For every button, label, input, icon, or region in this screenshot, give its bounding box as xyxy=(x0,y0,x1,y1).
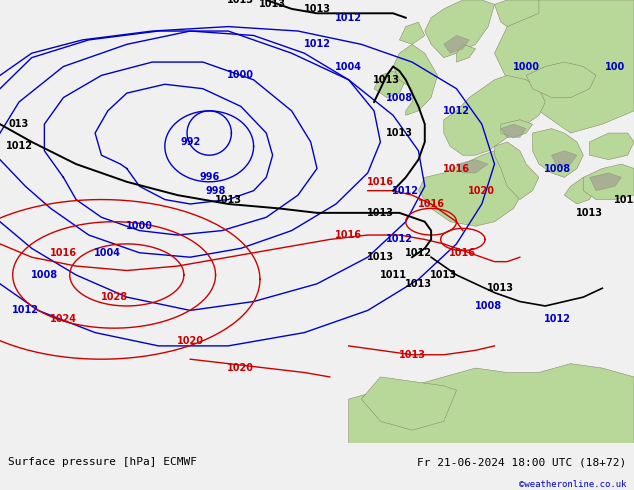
Text: 013: 013 xyxy=(9,119,29,129)
Text: 1016: 1016 xyxy=(418,199,444,209)
Polygon shape xyxy=(583,164,634,199)
Text: 1000: 1000 xyxy=(513,62,540,72)
Polygon shape xyxy=(501,124,526,138)
Text: 1020: 1020 xyxy=(228,363,254,373)
Text: 1013: 1013 xyxy=(576,208,603,218)
Polygon shape xyxy=(533,128,583,177)
Text: 1013: 1013 xyxy=(386,128,413,138)
Polygon shape xyxy=(444,75,545,155)
Polygon shape xyxy=(444,35,469,53)
Text: 1012: 1012 xyxy=(304,39,330,49)
Text: 1012: 1012 xyxy=(386,234,413,245)
Text: 1012: 1012 xyxy=(405,248,432,258)
Text: 1016: 1016 xyxy=(443,164,470,173)
Text: 1013: 1013 xyxy=(228,0,254,5)
Text: 1016: 1016 xyxy=(367,177,394,187)
Text: 1004: 1004 xyxy=(94,248,121,258)
Text: 1008: 1008 xyxy=(545,164,571,173)
Polygon shape xyxy=(425,0,495,58)
Text: ©weatheronline.co.uk: ©weatheronline.co.uk xyxy=(519,480,626,489)
Text: 1013: 1013 xyxy=(405,279,432,289)
Text: 1013: 1013 xyxy=(259,0,286,9)
Text: 1020: 1020 xyxy=(177,337,204,346)
Text: 1012: 1012 xyxy=(392,186,419,196)
Text: Surface pressure [hPa] ECMWF: Surface pressure [hPa] ECMWF xyxy=(8,457,197,467)
Text: 1011: 1011 xyxy=(380,270,406,280)
Polygon shape xyxy=(349,364,634,443)
Polygon shape xyxy=(590,173,621,191)
Text: 1013: 1013 xyxy=(304,4,330,14)
Text: 1013: 1013 xyxy=(614,195,634,204)
Polygon shape xyxy=(590,133,634,160)
Text: 1012: 1012 xyxy=(335,13,362,23)
Text: 1008: 1008 xyxy=(31,270,58,280)
Text: 1016: 1016 xyxy=(335,230,362,240)
Text: 1024: 1024 xyxy=(50,314,77,324)
Text: 1013: 1013 xyxy=(373,75,400,85)
Polygon shape xyxy=(361,377,456,430)
Text: 1012: 1012 xyxy=(545,314,571,324)
Text: 1012: 1012 xyxy=(6,141,32,151)
Text: 1013: 1013 xyxy=(215,195,242,204)
Text: 1016: 1016 xyxy=(50,248,77,258)
Polygon shape xyxy=(456,44,476,62)
Polygon shape xyxy=(495,0,634,133)
Text: 1013: 1013 xyxy=(488,283,514,293)
Text: 1000: 1000 xyxy=(126,221,153,231)
Polygon shape xyxy=(393,44,437,115)
Text: 100: 100 xyxy=(605,62,625,72)
Text: 992: 992 xyxy=(180,137,200,147)
Text: 1013: 1013 xyxy=(367,252,394,262)
Text: 1013: 1013 xyxy=(399,350,425,360)
Polygon shape xyxy=(374,71,406,98)
Text: 1012: 1012 xyxy=(12,305,39,316)
Text: 1013: 1013 xyxy=(367,208,394,218)
Text: 1012: 1012 xyxy=(443,106,470,116)
Polygon shape xyxy=(418,151,526,226)
Polygon shape xyxy=(552,151,577,169)
Text: 1004: 1004 xyxy=(335,62,362,72)
Text: 1013: 1013 xyxy=(430,270,457,280)
Polygon shape xyxy=(456,160,488,173)
Text: 998: 998 xyxy=(205,186,226,196)
Text: 1008: 1008 xyxy=(386,93,413,102)
Text: Fr 21-06-2024 18:00 UTC (18+72): Fr 21-06-2024 18:00 UTC (18+72) xyxy=(417,457,626,467)
Text: 1016: 1016 xyxy=(450,248,476,258)
Text: 1020: 1020 xyxy=(469,186,495,196)
Polygon shape xyxy=(564,177,596,204)
Polygon shape xyxy=(399,22,425,44)
Polygon shape xyxy=(495,142,539,199)
Polygon shape xyxy=(526,62,596,98)
Text: 1008: 1008 xyxy=(475,301,501,311)
Text: 1028: 1028 xyxy=(101,292,127,302)
Text: 1000: 1000 xyxy=(228,71,254,80)
Text: 996: 996 xyxy=(199,172,219,182)
Polygon shape xyxy=(501,120,533,138)
Polygon shape xyxy=(495,0,583,35)
